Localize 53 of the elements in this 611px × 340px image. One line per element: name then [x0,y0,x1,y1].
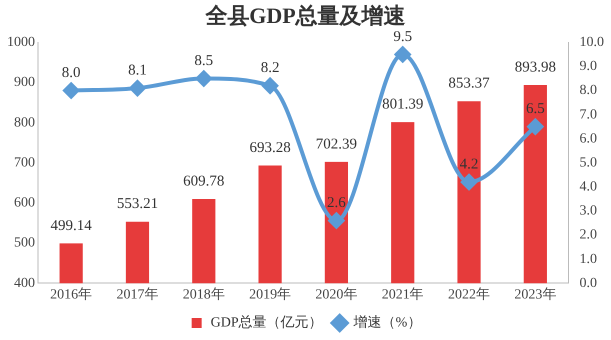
x-tick-label: 2021年 [382,286,424,302]
y-tick-label: 600 [14,196,35,211]
x-tick-label: 2023年 [514,286,556,302]
y2-tick-label: 5.0 [580,155,597,170]
y2-tick-label: 9.0 [580,59,597,74]
data-label: 499.14 [50,218,92,234]
y-tick-label: 700 [14,155,35,170]
data-label: 6.5 [526,101,545,118]
y2-tick-label: 0.0 [580,276,597,291]
y2-tick-label: 8.0 [580,83,597,98]
y-tick-label: 900 [14,75,35,90]
y-tick-label: 1000 [7,35,35,50]
data-label: 2.6 [327,195,346,212]
data-label: 609.78 [183,173,224,190]
y-tick-label: 400 [14,276,35,291]
point [394,46,411,62]
point [196,70,212,87]
point [461,174,478,190]
point [527,118,544,135]
chart-title: 全县GDP总量及增速 [204,2,406,28]
y2-tick-label: 2.0 [580,228,597,243]
y2-tick-label: 7.0 [580,107,597,122]
x-tick-label: 2020年 [315,286,358,302]
y2-tick-label: 1.0 [580,252,597,267]
y2-tick-label: 4.0 [580,180,597,195]
point [328,212,344,229]
data-label: 801.39 [382,96,424,113]
y2-tick-label: 10.0 [580,35,604,50]
data-label: 8.1 [128,62,147,79]
data-label: 702.39 [316,136,358,152]
x-tick-label: 2017年 [116,286,158,302]
data-label: 9.5 [393,28,412,45]
legend-label: GDP总量（亿元） [210,314,323,331]
legend-label: 增速（%） [352,314,422,331]
data-label: 853.37 [448,76,490,92]
data-label: 893.98 [514,59,556,76]
data-label: 8.0 [62,64,81,81]
data-label: 553.21 [116,196,158,212]
y2-tick-label: 3.0 [580,204,597,219]
data-label: 8.2 [260,60,280,76]
point [63,82,80,99]
x-tick-label: 2018年 [182,286,225,302]
data-label: 8.5 [194,52,214,69]
y-tick-label: 500 [14,236,35,251]
data-label: 4.2 [460,156,478,172]
y-tick-label: 800 [14,115,35,130]
x-tick-label: 2016年 [50,286,92,302]
point [262,78,278,94]
point [129,80,146,96]
x-tick-label: 2022年 [448,286,490,302]
y2-tick-label: 6.0 [580,131,597,146]
data-label: 693.28 [249,140,291,156]
x-tick-label: 2019年 [249,286,292,302]
